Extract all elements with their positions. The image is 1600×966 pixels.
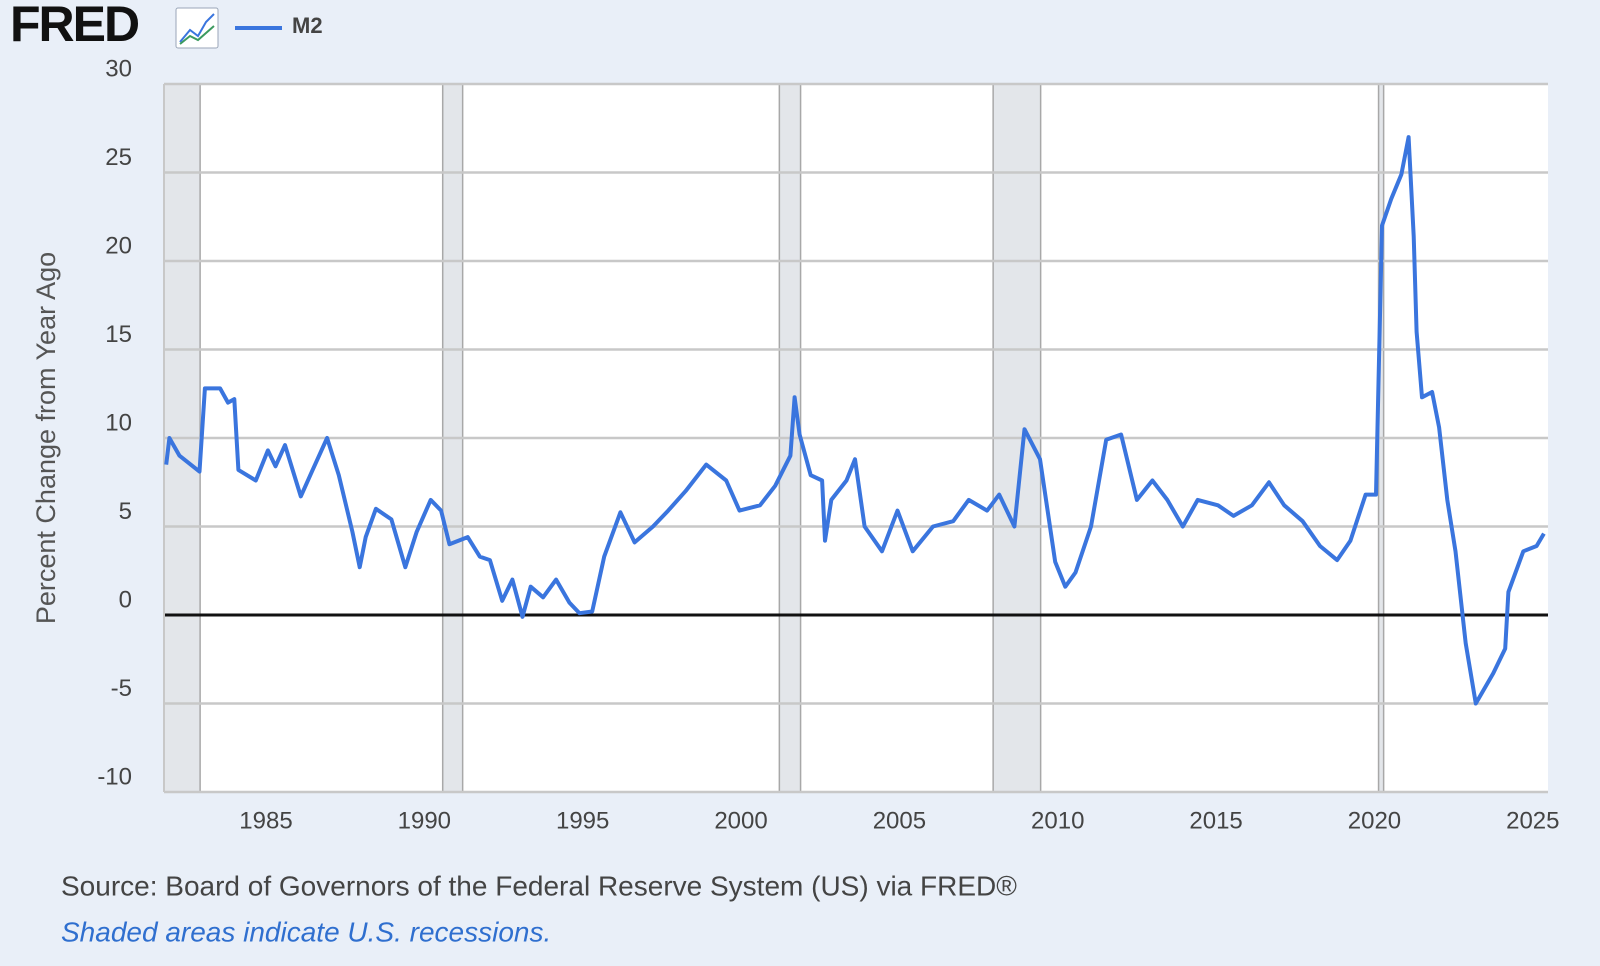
- x-tick-label: 2015: [1189, 807, 1242, 834]
- y-tick-label: 5: [119, 498, 132, 525]
- x-tick-label: 1995: [556, 807, 609, 834]
- x-tick-label: 2025: [1506, 807, 1559, 834]
- x-tick-label: 2005: [873, 807, 926, 834]
- grid-layer: [163, 82, 1548, 794]
- x-tick-label: 1990: [398, 807, 451, 834]
- x-tick-label: 1985: [239, 807, 292, 834]
- y-tick-label: 20: [105, 232, 132, 259]
- recession-note: Shaded areas indicate U.S. recessions.: [61, 916, 551, 947]
- y-tick-label: 10: [105, 409, 132, 436]
- logo[interactable]: FRED: [10, 0, 141, 52]
- legend-label[interactable]: M2: [292, 13, 323, 38]
- y-tick-label: -5: [111, 675, 132, 702]
- logo-icon: [175, 7, 219, 49]
- line-layer: [164, 135, 1546, 706]
- series-line: [164, 135, 1546, 706]
- y-tick-label: -10: [97, 763, 132, 790]
- x-tick-label: 2010: [1031, 807, 1084, 834]
- y-tick-label: 0: [119, 586, 132, 613]
- source: Source: Board of Governors of the Federa…: [61, 870, 1017, 901]
- y-tick-label: 30: [105, 55, 132, 82]
- y-tick-label: 15: [105, 321, 132, 348]
- y-axis-label: Percent Change from Year Ago: [31, 252, 61, 624]
- x-tick-label: 2000: [714, 807, 767, 834]
- x-tick-label: 2020: [1348, 807, 1401, 834]
- y-tick-label: 25: [105, 144, 132, 171]
